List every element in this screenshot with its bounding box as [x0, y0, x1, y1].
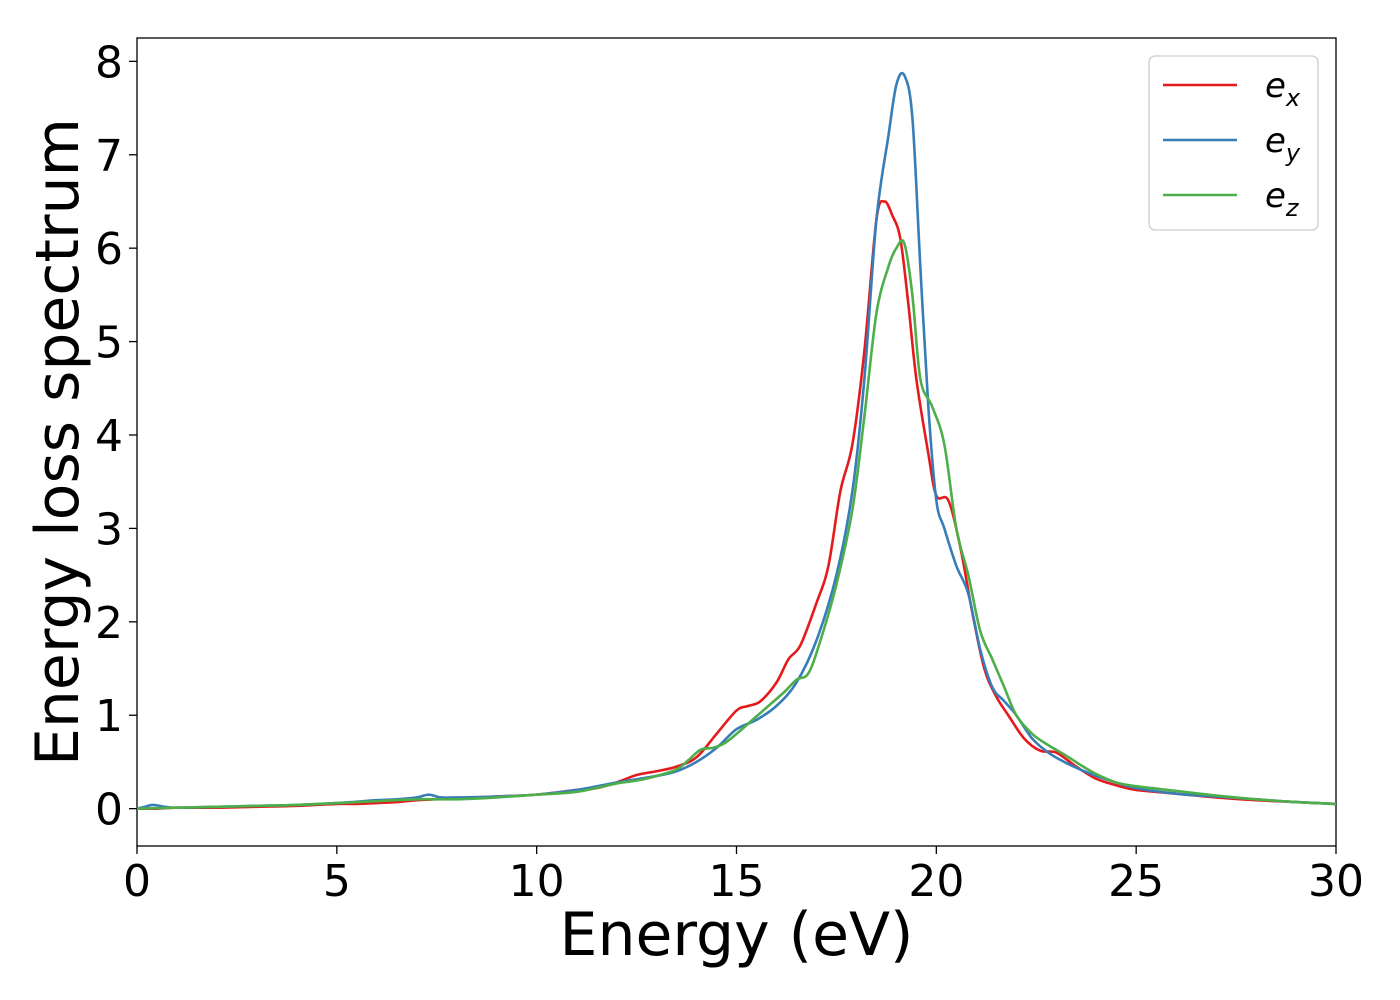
y-tick-label: 2 [95, 598, 123, 649]
series-lines [137, 71, 1336, 811]
y-tick-label: 7 [95, 131, 123, 182]
x-tick-label: 30 [1308, 856, 1364, 907]
x-tick-label: 15 [709, 856, 765, 907]
series-line-z [137, 239, 1336, 810]
y-tick-label: 5 [95, 318, 123, 369]
y-tick-label: 3 [95, 504, 123, 555]
legend-label-z: ez [1265, 176, 1300, 222]
x-axis-label: Energy (eV) [560, 900, 914, 970]
y-tick-label: 1 [95, 691, 123, 742]
x-tick-label: 25 [1108, 856, 1164, 907]
y-axis-label: Energy loss spectrum [23, 118, 93, 766]
x-axis-ticks: 0 5 10 15 20 25 30 [123, 846, 1364, 907]
legend-label-x: ex [1265, 66, 1301, 112]
y-tick-label: 6 [95, 224, 123, 275]
y-axis-ticks: 0 1 2 3 4 5 6 7 8 [95, 37, 137, 836]
y-tick-label: 0 [95, 785, 123, 836]
legend-label-y: ey [1265, 121, 1301, 167]
x-tick-label: 20 [908, 856, 964, 907]
legend-box [1148, 55, 1319, 231]
series-line-x [137, 199, 1336, 811]
y-tick-label: 8 [95, 37, 123, 88]
y-tick-label: 4 [95, 411, 123, 462]
legend: ex ey ez [1148, 55, 1319, 231]
x-tick-label: 10 [509, 856, 565, 907]
x-tick-label: 5 [323, 856, 351, 907]
x-tick-label: 0 [123, 856, 151, 907]
